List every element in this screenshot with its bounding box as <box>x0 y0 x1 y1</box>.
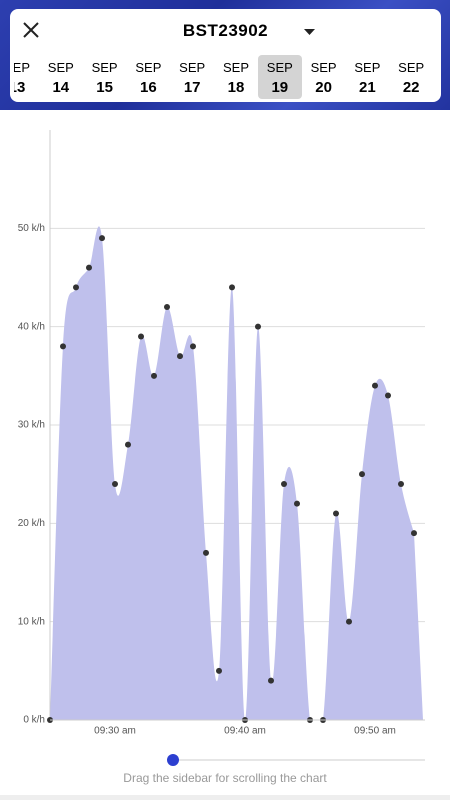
y-tick-label: 10 k/h <box>18 616 45 627</box>
data-point <box>177 353 183 360</box>
data-point <box>268 677 274 684</box>
data-point <box>203 549 209 556</box>
date-tab[interactable]: SEP 14 <box>39 55 83 99</box>
data-point <box>229 284 235 291</box>
x-tick-label: 09:40 am <box>224 726 266 737</box>
data-point <box>99 235 105 242</box>
data-point <box>86 264 92 271</box>
data-point <box>411 530 417 537</box>
date-month: SEP <box>398 60 425 75</box>
date-day: 15 <box>96 79 113 96</box>
speed-area <box>50 226 423 720</box>
date-day: 17 <box>183 79 201 96</box>
date-tab[interactable]: SEP 20 <box>302 55 346 99</box>
data-point <box>138 333 144 340</box>
data-point <box>255 323 261 330</box>
date-tab[interactable]: SEP 18 <box>214 55 258 99</box>
header-card: BST23902 SEP13SEP14SEP15SEP16SEP17SEP18S… <box>10 9 441 102</box>
date-strip: SEP 13 SEP 14 SEP 15 SEP 16 SEP 17 SEP 18 SEP 19 SEP 20… <box>14 55 441 101</box>
data-point <box>385 392 391 399</box>
date-month: SEP <box>266 60 293 75</box>
data-point <box>359 471 365 478</box>
y-tick-label: 0 k/h <box>23 715 45 726</box>
date-day: 18 <box>227 79 245 96</box>
date-day: 14 <box>52 79 70 96</box>
date-day: 13 <box>14 79 26 96</box>
date-day: 16 <box>140 79 157 96</box>
scroll-knob[interactable] <box>167 754 179 766</box>
data-point <box>190 343 196 350</box>
x-tick-label: 09:30 am <box>94 726 136 737</box>
data-point <box>164 304 170 310</box>
data-point <box>346 618 352 625</box>
date-day: 21 <box>359 79 376 96</box>
date-day: 20 <box>315 79 332 96</box>
data-point <box>398 481 404 487</box>
data-point <box>60 343 66 350</box>
data-point <box>216 667 222 674</box>
date-month: SEP <box>222 60 249 75</box>
date-month: SEP <box>14 60 30 75</box>
date-month: SEP <box>47 60 74 75</box>
data-point <box>73 284 79 291</box>
y-tick-label: 50 k/h <box>18 223 45 234</box>
date-day: 19 <box>271 79 289 96</box>
x-tick-label: 09:50 am <box>354 726 396 737</box>
data-point <box>294 500 300 507</box>
date-month: SEP <box>310 60 337 75</box>
close-button[interactable] <box>22 21 40 39</box>
date-tab[interactable]: SEP 19 <box>257 55 302 99</box>
data-point <box>151 372 157 379</box>
date-month: SEP <box>135 60 162 75</box>
date-tab[interactable]: SEP 22 <box>389 55 433 99</box>
y-tick-label: 20 k/h <box>18 518 45 529</box>
data-point <box>372 382 378 389</box>
date-tab[interactable]: SEP 15 <box>83 55 127 99</box>
data-point <box>333 510 339 517</box>
device-title[interactable]: BST23902 <box>182 21 269 40</box>
dropdown-arrow[interactable] <box>304 29 316 37</box>
data-point <box>125 441 131 448</box>
date-tab[interactable]: SEP 21 <box>345 55 389 99</box>
date-tab[interactable]: SEP 13 <box>14 55 39 99</box>
data-point <box>112 481 118 487</box>
scroll-hint: Drag the sidebar for scrolling the chart <box>123 771 327 785</box>
date-month: SEP <box>179 60 206 75</box>
y-tick-label: 30 k/h <box>18 420 45 431</box>
data-point <box>281 481 287 487</box>
date-tab[interactable]: SEP 16 <box>126 55 170 99</box>
date-month: SEP <box>91 60 118 75</box>
date-tab[interactable]: SEP 17 <box>170 55 214 99</box>
date-month: SEP <box>354 60 381 75</box>
y-tick-label: 40 k/h <box>18 321 45 332</box>
date-day: 22 <box>402 79 420 96</box>
bottom-bar <box>0 795 450 800</box>
